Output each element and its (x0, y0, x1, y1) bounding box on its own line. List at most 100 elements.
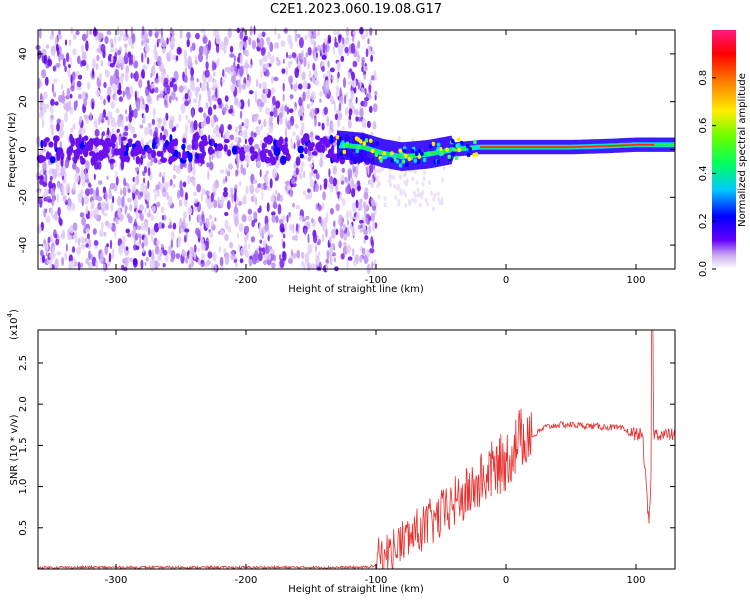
noise-blob (69, 56, 72, 66)
noise-blob (364, 88, 367, 95)
noise-blob (51, 168, 55, 174)
noise-blob (162, 249, 168, 256)
noise-blob (185, 123, 188, 134)
noise-blob (342, 126, 345, 131)
noise-blob (75, 166, 80, 174)
noise-blob (274, 42, 279, 49)
noise-blob (312, 62, 316, 71)
signal-speckle (473, 139, 477, 145)
noise-blob (347, 183, 351, 192)
noise-blob (258, 83, 262, 89)
noise-blob (44, 76, 49, 86)
noise-blob (364, 208, 367, 218)
noise-blob (133, 197, 138, 207)
noise-blob (394, 195, 398, 200)
noise-blob (83, 114, 88, 120)
noise-band-blob (40, 139, 44, 149)
noise-blob (44, 243, 49, 253)
noise-blob (396, 185, 400, 191)
noise-blob (47, 58, 53, 67)
noise-blob (161, 187, 167, 198)
noise-blob (77, 192, 82, 204)
noise-band-blob (67, 155, 71, 161)
noise-blob (93, 214, 99, 220)
noise-blob (263, 119, 267, 128)
noise-blob (159, 132, 163, 141)
noise-blob (80, 236, 85, 244)
signal-speckle (413, 158, 418, 163)
noise-blob (184, 66, 188, 77)
noise-blob (167, 224, 173, 229)
noise-blob (146, 203, 150, 209)
noise-blob (351, 188, 356, 198)
noise-blob (130, 26, 134, 36)
noise-blob (372, 103, 378, 113)
signal-speckle (382, 151, 387, 156)
figure-title: C2E1.2023.060.19.08.G17 (270, 2, 442, 17)
noise-blob (271, 214, 276, 223)
noise-blob (198, 45, 204, 55)
noise-band-blob (285, 153, 291, 162)
noise-blob (110, 162, 114, 170)
noise-blob (347, 256, 353, 261)
noise-blob (265, 170, 270, 175)
noise-blob (239, 258, 244, 264)
noise-band-blob (248, 137, 254, 144)
noise-blob (116, 117, 122, 128)
noise-blob (187, 207, 193, 215)
noise-blob (244, 41, 247, 49)
noise-blob (307, 188, 311, 193)
noise-blob (335, 228, 339, 236)
noise-blob (344, 46, 349, 54)
noise-band-blob (213, 142, 218, 148)
noise-blob (126, 197, 132, 203)
noise-band-blob (261, 142, 266, 150)
noise-blob (134, 233, 139, 241)
noise-blob (192, 98, 198, 104)
x-tick-label: 0 (503, 275, 509, 286)
noise-blob (362, 201, 367, 209)
noise-blob (76, 80, 82, 88)
noise-blob (99, 252, 103, 264)
noise-blob (179, 224, 181, 235)
noise-band-blob (48, 141, 54, 148)
noise-blob (148, 208, 151, 216)
noise-blob (229, 241, 234, 249)
noise-blob (56, 193, 60, 203)
noise-band-blob (211, 149, 215, 154)
noise-blob (120, 242, 126, 250)
noise-blob (39, 169, 44, 175)
noise-blob (170, 250, 176, 261)
noise-blob (65, 52, 70, 63)
noise-blob (278, 218, 284, 225)
noise-blob (367, 179, 372, 185)
noise-blob (148, 249, 152, 258)
signal-speckle (357, 145, 361, 150)
noise-blob (194, 87, 199, 98)
noise-band-blob (86, 140, 92, 147)
noise-blob (81, 196, 85, 207)
noise-blob (224, 219, 229, 230)
noise-blob (222, 178, 226, 184)
noise-blob (122, 32, 126, 42)
noise-band-blob (311, 151, 318, 156)
noise-blob (170, 258, 175, 263)
noise-blob (354, 254, 359, 264)
noise-blob (262, 81, 268, 90)
noise-blob (114, 161, 117, 167)
noise-blob (244, 49, 249, 57)
noise-blob (73, 100, 78, 111)
spectrogram-signal-track (335, 130, 675, 171)
noise-blob (248, 37, 252, 46)
signal-speckle (390, 158, 394, 163)
noise-blob (86, 82, 91, 90)
noise-blob (302, 91, 306, 102)
noise-blob (294, 32, 298, 43)
snr-x-ticks: -300 -200 -100 0 100 (105, 330, 646, 586)
spectrogram-noise-cloud (35, 25, 446, 274)
noise-blob (64, 111, 68, 123)
noise-blob (53, 91, 57, 98)
noise-blob (317, 204, 322, 212)
noise-blob (207, 251, 213, 259)
noise-blob (86, 189, 89, 195)
